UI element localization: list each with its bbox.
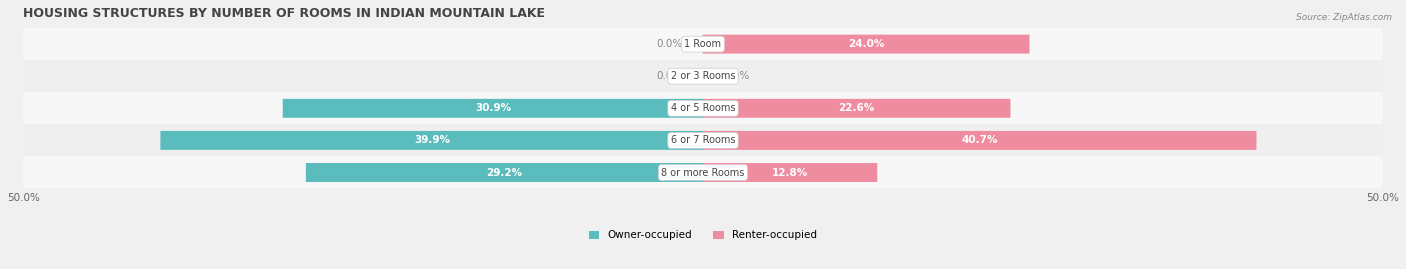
Text: Source: ZipAtlas.com: Source: ZipAtlas.com (1296, 13, 1392, 22)
Text: 0.0%: 0.0% (655, 39, 682, 49)
Text: 8 or more Rooms: 8 or more Rooms (661, 168, 745, 178)
FancyBboxPatch shape (24, 92, 1382, 124)
Text: 12.8%: 12.8% (772, 168, 808, 178)
FancyBboxPatch shape (703, 163, 877, 182)
Text: 39.9%: 39.9% (413, 135, 450, 146)
FancyBboxPatch shape (283, 99, 703, 118)
Text: 0.0%: 0.0% (655, 71, 682, 81)
FancyBboxPatch shape (160, 131, 703, 150)
Text: 0.0%: 0.0% (724, 71, 751, 81)
Text: 30.9%: 30.9% (475, 103, 510, 113)
FancyBboxPatch shape (703, 35, 1029, 54)
FancyBboxPatch shape (703, 131, 1257, 150)
FancyBboxPatch shape (24, 124, 1382, 157)
FancyBboxPatch shape (24, 60, 1382, 92)
Text: 40.7%: 40.7% (962, 135, 998, 146)
Legend: Owner-occupied, Renter-occupied: Owner-occupied, Renter-occupied (585, 226, 821, 244)
FancyBboxPatch shape (24, 28, 1382, 60)
Text: 4 or 5 Rooms: 4 or 5 Rooms (671, 103, 735, 113)
Text: 1 Room: 1 Room (685, 39, 721, 49)
Text: 22.6%: 22.6% (838, 103, 875, 113)
Text: HOUSING STRUCTURES BY NUMBER OF ROOMS IN INDIAN MOUNTAIN LAKE: HOUSING STRUCTURES BY NUMBER OF ROOMS IN… (24, 7, 546, 20)
Text: 2 or 3 Rooms: 2 or 3 Rooms (671, 71, 735, 81)
FancyBboxPatch shape (703, 99, 1011, 118)
Text: 6 or 7 Rooms: 6 or 7 Rooms (671, 135, 735, 146)
Text: 29.2%: 29.2% (486, 168, 523, 178)
Text: 24.0%: 24.0% (848, 39, 884, 49)
FancyBboxPatch shape (307, 163, 703, 182)
FancyBboxPatch shape (24, 157, 1382, 189)
